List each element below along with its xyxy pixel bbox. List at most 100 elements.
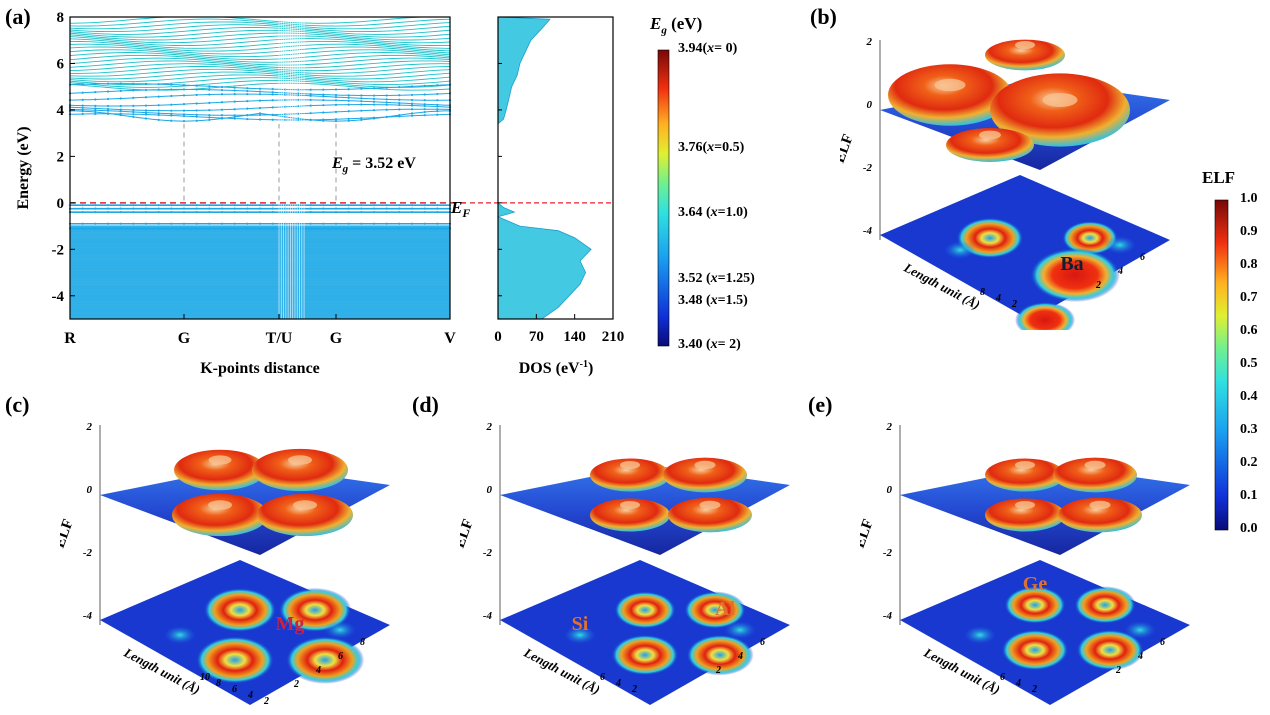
elf-axis-tick: 2 bbox=[263, 696, 269, 707]
conduction-band-line bbox=[69, 29, 451, 38]
valence-band-point bbox=[347, 211, 350, 214]
dos-xtick-label: 140 bbox=[563, 329, 586, 345]
elf-peak-crater bbox=[620, 461, 640, 469]
eg-tick-composition: =1.0) bbox=[717, 205, 748, 221]
elf-axis-tick: 6 bbox=[232, 684, 237, 695]
elf-contour-minor bbox=[564, 626, 596, 644]
elf-axis-tick: 2 bbox=[631, 684, 637, 695]
eg-tick-composition: = 2) bbox=[717, 337, 741, 352]
dos-chart: 0 70 140 210 DOS (eV-1) bbox=[470, 16, 625, 377]
valence-band-point bbox=[94, 207, 97, 210]
elf-z-tick: -4 bbox=[83, 610, 93, 622]
valence-band-point bbox=[119, 227, 122, 230]
panel-label-e: (e) bbox=[808, 392, 833, 417]
bandgap-label: Eg = 3.52 eV bbox=[331, 155, 416, 175]
valence-band-point bbox=[246, 207, 249, 210]
elf-contour-blob bbox=[1030, 248, 1120, 302]
elf-z-tick: -4 bbox=[863, 225, 873, 237]
valence-band-point bbox=[81, 211, 84, 214]
elf-z-label: ELF bbox=[60, 517, 77, 550]
valence-band-point bbox=[372, 211, 376, 214]
elf-axis-tick: 2 bbox=[1115, 665, 1121, 676]
valence-band-point bbox=[334, 204, 338, 207]
valence-band-point bbox=[208, 211, 211, 214]
elf-z-label: ELF bbox=[860, 517, 877, 550]
elf-peak-crater bbox=[1015, 461, 1035, 469]
elf-axis-tick: 4 bbox=[615, 678, 621, 689]
elf-axis-tick: 8 bbox=[216, 678, 221, 689]
elf-axis-tick: 4 bbox=[1117, 266, 1123, 277]
elf-peak-crater bbox=[699, 500, 721, 510]
valence-band-point bbox=[233, 227, 236, 230]
valence-band-point bbox=[436, 207, 439, 210]
elf-colorbar bbox=[1214, 199, 1229, 531]
elf-z-tick: 0 bbox=[87, 484, 93, 496]
valence-band-point bbox=[195, 207, 198, 210]
valence-band-point bbox=[119, 204, 122, 207]
elf-contour-ring bbox=[611, 634, 679, 676]
valence-band-point bbox=[410, 207, 414, 210]
dos-xtick-label: 210 bbox=[602, 329, 625, 345]
conduction-band-line bbox=[69, 46, 451, 55]
dos-xtick-label: 70 bbox=[529, 329, 544, 345]
elf-axis-tick: 4 bbox=[1137, 651, 1143, 662]
valence-band-point bbox=[322, 211, 325, 214]
eg-tick-x: x bbox=[710, 271, 718, 287]
conduction-band-line bbox=[69, 18, 451, 27]
conduction-band-line bbox=[69, 27, 451, 35]
valence-band-point bbox=[233, 211, 236, 214]
valence-band-point bbox=[132, 227, 135, 230]
valence-band-point bbox=[372, 222, 376, 225]
conduction-band-curve bbox=[69, 93, 451, 101]
eg-tick-value: 3.76 bbox=[678, 139, 703, 155]
elf-axis-tick: 2 bbox=[293, 679, 299, 690]
valence-band-point bbox=[220, 222, 224, 225]
elf-colorbar-tick: 0.0 bbox=[1240, 521, 1258, 536]
elf-z-tick: 2 bbox=[866, 36, 873, 48]
elf-axis-tick: 6 bbox=[1000, 672, 1005, 683]
elf-axis-tick: 8 bbox=[360, 637, 365, 648]
elf-z-tick: -4 bbox=[883, 610, 893, 622]
elf-contour-minor bbox=[1104, 236, 1136, 254]
valence-band-point bbox=[195, 227, 198, 230]
valence-band-point bbox=[436, 227, 439, 230]
elf-axis-tick: 2 bbox=[1031, 684, 1037, 695]
valence-band-point bbox=[182, 207, 186, 210]
valence-band-point bbox=[157, 211, 160, 214]
conduction-band-line bbox=[69, 60, 451, 69]
valence-band-point bbox=[423, 211, 426, 214]
valence-band-point bbox=[106, 227, 110, 230]
elf-z-tick: 2 bbox=[886, 421, 893, 433]
valence-band-point bbox=[309, 207, 312, 210]
elf-surface-peak bbox=[590, 498, 670, 532]
elf-axis-tick: 6 bbox=[338, 651, 343, 662]
valence-band-point bbox=[410, 211, 414, 214]
band-ytick-label: 0 bbox=[57, 196, 65, 212]
elf-atom-label: Mg bbox=[276, 613, 305, 635]
elf-axis-tick: 6 bbox=[1160, 637, 1165, 648]
valence-band-point bbox=[246, 227, 249, 230]
eg-tick-value: 3.40 bbox=[678, 337, 706, 352]
elf-axis-tick: 2 bbox=[1011, 299, 1017, 310]
valence-band-point bbox=[436, 222, 439, 225]
elf-contour-minor bbox=[964, 626, 996, 644]
valence-band-point bbox=[132, 207, 135, 210]
conduction-band-line bbox=[69, 16, 450, 24]
valence-band-point bbox=[233, 222, 236, 225]
conduction-band-line bbox=[69, 43, 451, 52]
valence-band-point bbox=[81, 207, 84, 210]
elf-contour-ring bbox=[1004, 586, 1066, 624]
elf-contour-minor bbox=[324, 621, 356, 639]
valence-band-point bbox=[360, 211, 363, 214]
valence-band-point bbox=[246, 204, 249, 207]
elf-contour-minor bbox=[944, 241, 976, 259]
valence-band-point bbox=[360, 227, 363, 230]
eg-tick-x: x bbox=[710, 205, 718, 221]
valence-band-point bbox=[334, 227, 338, 230]
elf-contour-ring bbox=[1001, 629, 1069, 671]
elf-z-tick: 2 bbox=[86, 421, 93, 433]
band-xtick-label: G bbox=[330, 330, 343, 347]
valence-band-point bbox=[372, 207, 376, 210]
